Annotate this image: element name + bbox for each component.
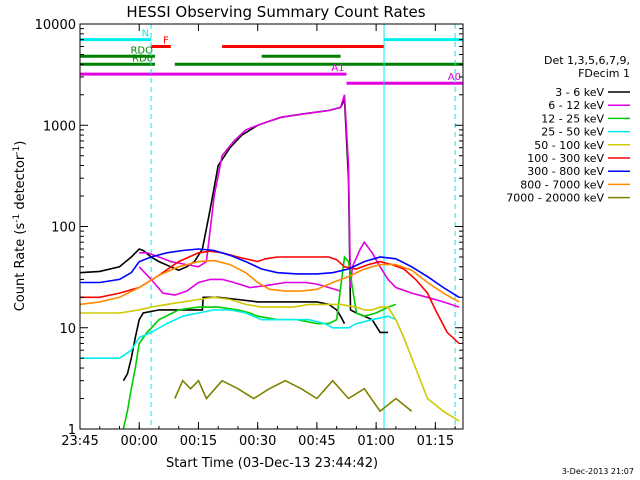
flag-label-3: RD6 xyxy=(132,53,153,64)
y-axis-label-sup-2: -1 xyxy=(12,146,22,155)
series-line-6 xyxy=(80,296,460,422)
legend-header-line-2: FDecim 1 xyxy=(578,67,630,80)
series-line-4 xyxy=(122,255,397,430)
series-line-10 xyxy=(174,379,413,413)
series-line-5 xyxy=(80,309,397,360)
x-axis-label: Start Time (03-Dec-13 23:44:42) xyxy=(166,456,378,471)
series-lines xyxy=(79,94,460,430)
legend-label-10: 7000 - 20000 keV xyxy=(506,192,604,205)
y-axis-label-end: ) xyxy=(13,141,28,146)
series-line-8 xyxy=(80,248,460,298)
y-axis-label-sup-1: -1 xyxy=(12,214,22,223)
flag-label-1: F xyxy=(163,35,169,46)
timestamp: 3-Dec-2013 21:07 xyxy=(562,467,634,476)
legend-label-8: 300 - 800 keV xyxy=(527,165,604,178)
y-tick-label-0: 1 xyxy=(68,423,76,438)
legend-label-9: 800 - 7000 keV xyxy=(520,178,604,191)
flag-label-5: A0 xyxy=(448,72,461,83)
x-tick-label-5: 01:00 xyxy=(357,434,394,449)
series-line-1 xyxy=(122,296,346,382)
legend-label-6: 50 - 100 keV xyxy=(534,139,604,152)
x-tick-label-3: 00:30 xyxy=(239,434,276,449)
legend-label-5: 25 - 50 keV xyxy=(541,126,604,139)
y-axis-label: Count Rate (s-1 detector-1) xyxy=(12,141,28,312)
y-axis-ticks: 1 10 100 1000 10000 xyxy=(35,18,463,438)
series-line-0 xyxy=(79,99,388,334)
y-tick-label-2: 100 xyxy=(51,221,76,236)
series-line-9 xyxy=(79,259,460,306)
legend-label-2: 6 - 12 keV xyxy=(548,99,604,112)
y-axis-label-main: Count Rate (s xyxy=(13,223,28,312)
chart-title: HESSI Observing Summary Count Rates xyxy=(126,3,425,21)
legend-label-7: 100 - 300 keV xyxy=(527,152,604,165)
x-tick-label-0: 23:45 xyxy=(61,434,98,449)
plot-frame xyxy=(79,23,464,430)
legend-label-0: 3 - 6 keV xyxy=(555,86,604,99)
y-tick-label-4: 10000 xyxy=(35,18,76,33)
x-tick-label-6: 01:15 xyxy=(417,434,454,449)
flag-label-0: N xyxy=(142,29,149,40)
legend-label-4: 12 - 25 keV xyxy=(541,112,604,125)
y-axis-label-mid: detector xyxy=(13,154,28,214)
x-tick-label-2: 00:15 xyxy=(180,434,217,449)
flag-label-4: A1 xyxy=(331,63,344,74)
flag-label-2: RDO xyxy=(130,45,153,56)
series-line-2 xyxy=(139,94,460,308)
y-tick-label-3: 1000 xyxy=(43,119,76,134)
legend-header-line-1: Det 1,3,5,6,7,9, xyxy=(544,54,630,67)
x-tick-label-4: 00:45 xyxy=(298,434,335,449)
series-line-7 xyxy=(80,250,460,344)
y-tick-label-1: 10 xyxy=(59,322,76,337)
x-tick-label-1: 00:00 xyxy=(120,434,157,449)
x-axis-ticks: 23:45 00:00 00:15 00:30 00:45 01:00 01:15 xyxy=(61,24,456,449)
vertical-markers xyxy=(79,24,456,429)
series-line-3 xyxy=(138,266,341,296)
